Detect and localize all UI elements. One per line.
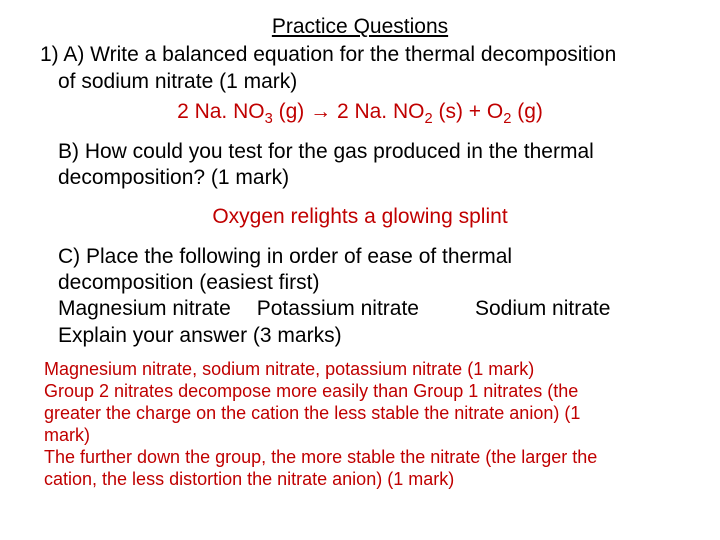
q1b-text-line1: B) How could you test for the gas produc…: [58, 140, 594, 163]
ans-c-l4: mark): [44, 425, 90, 445]
q1c-text-line4: Explain your answer (3 marks): [58, 324, 342, 347]
eq-p2: (g) → 2 Na. NO: [273, 100, 425, 123]
eq-p3: (s) + O: [433, 100, 504, 123]
eq-sub1: 3: [265, 111, 273, 127]
q1c-compounds: Magnesium nitrate Potassium nitrate Sodium…: [58, 297, 610, 320]
compound-3: Sodium nitrate: [475, 297, 610, 320]
compound-1: Magnesium nitrate: [58, 297, 231, 320]
ans-c-l2: Group 2 nitrates decompose more easily t…: [44, 381, 578, 401]
ans-c-l6: cation, the less distortion the nitrate …: [44, 469, 454, 489]
answer-1b: Oxygen relights a glowing splint: [24, 204, 696, 230]
eq-p1: 2 Na. NO: [177, 100, 265, 123]
q1b-text-line2: decomposition? (1 mark): [58, 166, 289, 189]
q1a-text-line2: of sodium nitrate (1 mark): [58, 70, 297, 93]
ans-c-l1: Magnesium nitrate, sodium nitrate, potas…: [44, 359, 534, 379]
q1a-text-line1: 1) A) Write a balanced equation for the …: [40, 43, 616, 66]
eq-sub2: 2: [424, 111, 432, 127]
ans-c-l3: greater the charge on the cation the les…: [44, 403, 580, 423]
eq-p4: (g): [511, 100, 543, 123]
compound-2: Potassium nitrate: [257, 297, 419, 320]
question-1c: C) Place the following in order of ease …: [58, 244, 696, 349]
ans-c-l5: The further down the group, the more sta…: [44, 447, 597, 467]
equation-answer: 2 Na. NO3 (g) → 2 Na. NO2 (s) + O2 (g): [24, 99, 696, 125]
answer-1c: Magnesium nitrate, sodium nitrate, potas…: [44, 359, 680, 491]
question-1b: B) How could you test for the gas produc…: [58, 139, 696, 192]
q1c-text-line2: decomposition (easiest first): [58, 271, 319, 294]
question-1a: 1) A) Write a balanced equation for the …: [40, 42, 696, 95]
page-title: Practice Questions: [24, 14, 696, 40]
q1c-text-line1: C) Place the following in order of ease …: [58, 245, 512, 268]
